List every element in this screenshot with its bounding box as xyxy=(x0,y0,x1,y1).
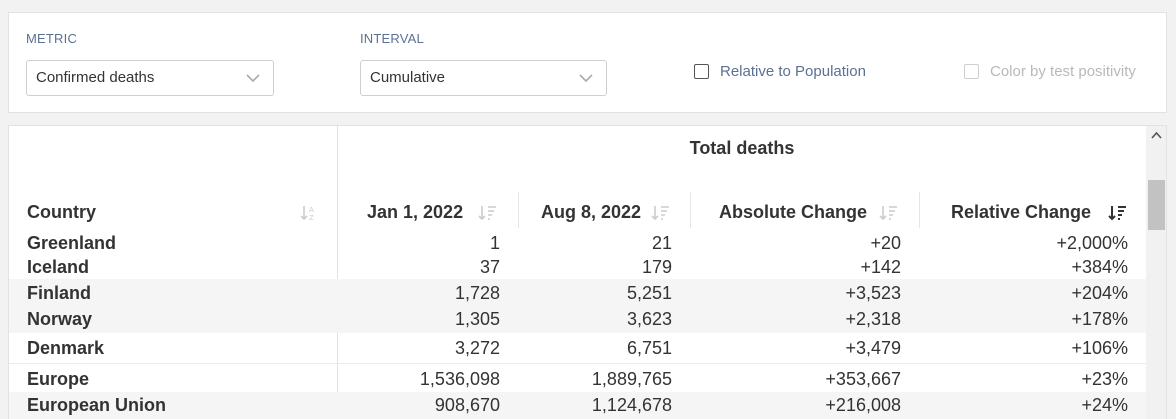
svg-text:Z: Z xyxy=(309,214,314,222)
relative-to-population-checkbox[interactable]: Relative to Population xyxy=(694,61,866,81)
header-separator xyxy=(919,192,920,228)
table-row: Denmark 3,272 6,751 +3,479 +106% xyxy=(9,333,1146,363)
color-by-test-positivity-checkbox[interactable]: Color by test positivity xyxy=(964,61,1136,81)
column-divider xyxy=(337,126,338,419)
interval-select-value: Cumulative xyxy=(370,69,446,86)
sort-icon[interactable]: A Z xyxy=(299,204,319,222)
row-start-value: 1,728 xyxy=(454,283,500,303)
checkbox-icon[interactable] xyxy=(964,63,979,79)
row-end-value: 21 xyxy=(651,233,672,253)
row-country: Denmark xyxy=(27,338,105,358)
row-start-value: 908,670 xyxy=(434,395,500,415)
row-relative-change: +106% xyxy=(1071,338,1128,358)
row-relative-change: +2,000% xyxy=(1056,233,1128,253)
checkbox-icon[interactable] xyxy=(694,63,709,79)
chevron-down-icon xyxy=(246,74,260,83)
table-row: European Union 908,670 1,124,678 +216,00… xyxy=(9,392,1146,419)
row-end-value: 1,889,765 xyxy=(591,369,672,389)
svg-text:A: A xyxy=(309,206,314,214)
table-row: Finland 1,728 5,251 +3,523 +204% Norway … xyxy=(9,279,1146,333)
column-header-aug-8-2022[interactable]: Aug 8, 2022 xyxy=(541,202,642,222)
row-absolute-change: +20 xyxy=(870,233,901,253)
row-relative-change: +178% xyxy=(1071,309,1128,329)
row-country: Greenland xyxy=(27,233,117,253)
relative-to-population-label: Relative to Population xyxy=(720,62,866,80)
row-absolute-change: +2,318 xyxy=(845,309,901,329)
row-relative-change: +23% xyxy=(1081,369,1128,389)
color-by-test-positivity-label: Color by test positivity xyxy=(990,62,1136,80)
row-absolute-change: +216,008 xyxy=(825,395,901,415)
row-country: Europe xyxy=(27,369,90,389)
row-absolute-change: +142 xyxy=(860,257,901,277)
row-relative-change: +24% xyxy=(1081,395,1128,415)
row-end-value: 1,124,678 xyxy=(591,395,672,415)
row-country: European Union xyxy=(27,395,166,415)
metric-label: METRIC xyxy=(26,31,78,46)
row-relative-change: +204% xyxy=(1071,283,1128,303)
table-row: Iceland 37 179 +142 +384% xyxy=(9,257,1146,279)
row-end-value: 3,623 xyxy=(626,309,672,329)
header-separator xyxy=(690,192,691,228)
row-absolute-change: +353,667 xyxy=(825,369,901,389)
row-end-value: 5,251 xyxy=(626,283,672,303)
row-start-value: 1 xyxy=(489,233,500,253)
column-header-relative-change[interactable]: Relative Change xyxy=(951,202,1092,222)
scroll-up-arrow-icon[interactable] xyxy=(1151,131,1162,139)
row-country: Finland xyxy=(27,283,91,303)
sort-icon[interactable] xyxy=(650,204,670,222)
row-start-value: 1,536,098 xyxy=(419,369,500,389)
table-row: Greenland 1 21 +20 +2,000% xyxy=(9,231,1146,257)
row-end-value: 179 xyxy=(641,257,672,277)
column-header-country[interactable]: Country xyxy=(27,202,96,222)
chevron-down-icon xyxy=(579,74,593,83)
row-absolute-change: +3,479 xyxy=(845,338,901,358)
metric-select-value: Confirmed deaths xyxy=(36,69,155,86)
row-start-value: 37 xyxy=(479,257,500,277)
column-header-jan-1-2022[interactable]: Jan 1, 2022 xyxy=(367,202,464,222)
sort-icon[interactable] xyxy=(477,204,497,222)
row-country: Iceland xyxy=(27,257,90,277)
row-country: Norway xyxy=(27,309,93,329)
sort-descending-icon[interactable] xyxy=(1107,204,1127,222)
data-table: Total deaths Country A Z Jan 1, 2022 Aug… xyxy=(8,125,1167,419)
column-header-absolute-change[interactable]: Absolute Change xyxy=(719,202,868,222)
interval-label: INTERVAL xyxy=(360,31,424,46)
interval-select[interactable]: Cumulative xyxy=(360,60,607,96)
row-end-value: 6,751 xyxy=(626,338,672,358)
table-row: Europe 1,536,098 1,889,765 +353,667 +23% xyxy=(9,363,1146,392)
controls-panel: METRIC Confirmed deaths INTERVAL Cumulat… xyxy=(8,12,1167,113)
row-absolute-change: +3,523 xyxy=(845,283,901,303)
sort-icon[interactable] xyxy=(878,204,898,222)
row-start-value: 3,272 xyxy=(454,338,500,358)
metric-select[interactable]: Confirmed deaths xyxy=(26,60,274,96)
header-separator xyxy=(518,192,519,228)
row-relative-change: +384% xyxy=(1071,257,1128,277)
vertical-scrollbar[interactable] xyxy=(1146,126,1166,419)
table-group-title: Total deaths xyxy=(689,138,795,158)
scrollbar-thumb[interactable] xyxy=(1148,180,1165,230)
row-start-value: 1,305 xyxy=(454,309,500,329)
